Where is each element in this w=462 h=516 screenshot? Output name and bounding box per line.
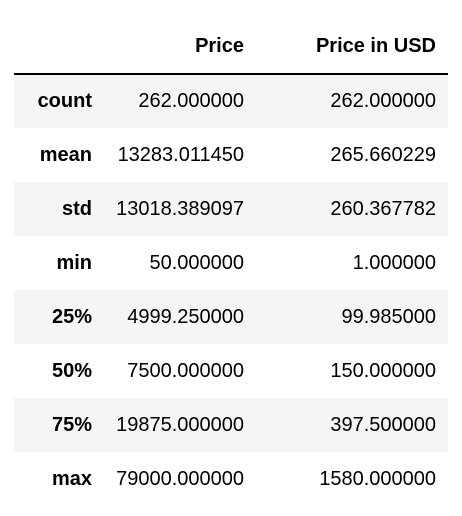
describe-table: Price Price in USD count 262.000000 262.… [14, 20, 448, 506]
row-label: count [37, 90, 92, 112]
table-header: Price Price in USD [14, 20, 448, 75]
cell-price-usd: 1580.000000 [319, 467, 436, 490]
row-label: mean [39, 143, 92, 166]
table-row: mean 13283.011450 265.660229 [14, 128, 448, 182]
cell-price: 13018.389097 [116, 197, 244, 220]
cell-price-usd: 262.000000 [330, 90, 436, 112]
table-row: 25% 4999.250000 99.985000 [14, 290, 448, 344]
row-label: max [51, 467, 92, 490]
cell-price-usd: 265.660229 [330, 143, 436, 166]
table-row: 50% 7500.000000 150.000000 [14, 344, 448, 398]
table-row: min 50.000000 1.000000 [14, 236, 448, 290]
cell-price: 262.000000 [138, 90, 244, 112]
cell-price: 79000.000000 [116, 467, 244, 490]
table-row: 75% 19875.000000 397.500000 [14, 398, 448, 452]
cell-price: 13283.011450 [117, 143, 244, 166]
row-label: std [62, 197, 92, 220]
cell-price: 7500.000000 [127, 359, 244, 382]
cell-price-usd: 397.500000 [330, 413, 436, 436]
table-row: max 79000.000000 1580.000000 [14, 452, 448, 506]
row-label: min [56, 251, 92, 274]
table-row: count 262.000000 262.000000 [14, 74, 448, 128]
table-body: count 262.000000 262.000000 mean 13283.0… [14, 74, 448, 506]
cell-price: 50.000000 [149, 251, 244, 274]
cell-price-usd: 1.000000 [352, 251, 436, 274]
row-label: 75% [51, 413, 92, 436]
cell-price-usd: 260.367782 [330, 197, 436, 220]
row-label: 50% [51, 359, 92, 382]
cell-price-usd: 150.000000 [330, 359, 436, 382]
header-row: Price Price in USD [14, 20, 448, 75]
index-header [14, 20, 104, 75]
cell-price: 19875.000000 [116, 413, 244, 436]
column-header-price-in-usd: Price in USD [256, 20, 448, 75]
cell-price-usd: 99.985000 [341, 305, 436, 328]
cell-price: 4999.250000 [127, 305, 244, 328]
row-label: 25% [51, 305, 92, 328]
column-header-price: Price [104, 20, 256, 75]
table-row: std 13018.389097 260.367782 [14, 182, 448, 236]
